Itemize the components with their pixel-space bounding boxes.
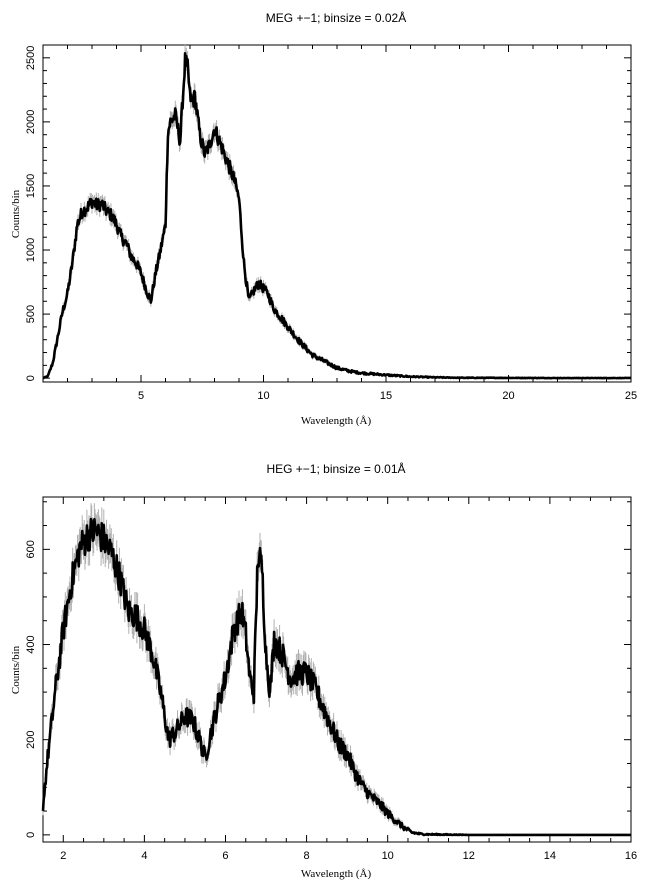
meg-y-tick-label: 1500 — [25, 174, 37, 198]
meg-error-bars — [43, 44, 526, 379]
meg-y-tick-labels: 0 500 1000 1500 2000 2500 — [25, 46, 37, 382]
meg-y-tick-label: 2500 — [25, 46, 37, 70]
meg-error-bar-path — [43, 44, 526, 379]
heg-y-axis-label: Counts/bin — [10, 645, 22, 694]
heg-spectrum-line — [41, 517, 632, 837]
heg-x-tick-label: 8 — [304, 850, 310, 862]
heg-x-tick-label: 16 — [625, 850, 637, 862]
meg-x-axis-label: Wavelength (Å) — [301, 415, 372, 427]
meg-x-tick-labels: 5 10 15 20 25 — [138, 390, 637, 402]
meg-y-tick-label: 500 — [25, 305, 37, 323]
heg-plot-frame — [42, 496, 632, 843]
heg-x-tick-label: 14 — [544, 850, 556, 862]
meg-y-tick-label: 1000 — [25, 238, 37, 262]
meg-plot-frame — [42, 44, 632, 383]
meg-x-tick-label: 25 — [625, 390, 637, 402]
meg-title: MEG +−1; binsize = 0.02Å — [266, 10, 406, 25]
meg-x-tick-label: 15 — [380, 390, 392, 402]
meg-y-tick-label: 0 — [25, 375, 37, 381]
meg-y-axis-label: Counts/bin — [10, 189, 22, 238]
heg-ticks — [42, 497, 632, 842]
heg-panel: HEG +−1; binsize = 0.01Å 2 4 6 8 10 12 14 16 0 2… — [10, 461, 637, 880]
meg-x-tick-label: 10 — [257, 390, 269, 402]
heg-y-tick-label: 200 — [25, 731, 37, 749]
meg-y-tick-label: 2000 — [25, 110, 37, 134]
meg-x-tick-label: 20 — [502, 390, 514, 402]
meg-ticks — [42, 44, 632, 382]
heg-x-tick-label: 10 — [382, 850, 394, 862]
heg-x-tick-labels: 2 4 6 8 10 12 14 16 — [60, 850, 637, 862]
heg-x-tick-label: 6 — [222, 850, 228, 862]
meg-panel: MEG +−1; binsize = 0.02Å 5 10 15 20 25 0 500 1… — [10, 10, 637, 427]
heg-title: HEG +−1; binsize = 0.01Å — [266, 461, 405, 476]
heg-x-tick-label: 2 — [60, 850, 66, 862]
heg-x-axis-label: Wavelength (Å) — [301, 868, 372, 880]
heg-y-tick-label: 600 — [25, 540, 37, 558]
heg-x-tick-label: 12 — [463, 850, 475, 862]
heg-y-tick-label: 0 — [25, 832, 37, 838]
meg-spectrum-line — [42, 52, 632, 380]
heg-y-tick-labels: 0 200 400 600 — [25, 540, 37, 838]
heg-x-tick-label: 4 — [141, 850, 147, 862]
meg-x-tick-label: 5 — [138, 390, 144, 402]
heg-y-tick-label: 400 — [25, 635, 37, 653]
